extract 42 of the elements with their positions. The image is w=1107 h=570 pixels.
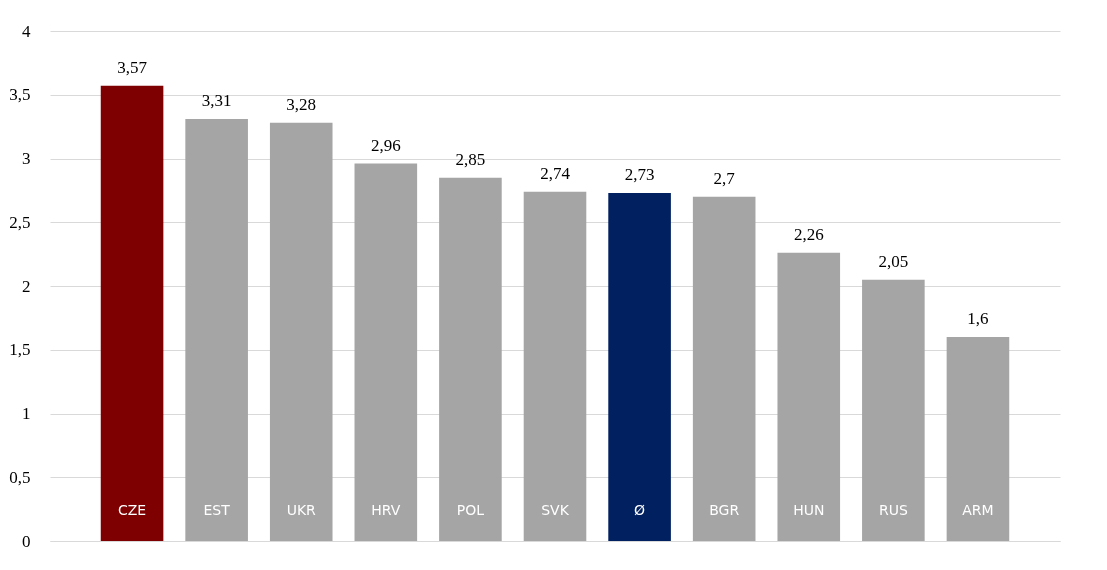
x-tick-label: HRV bbox=[371, 501, 401, 518]
x-tick-label: POL bbox=[456, 501, 485, 518]
x-tick-label: Ø bbox=[634, 501, 646, 518]
y-tick-label: 2 bbox=[22, 276, 31, 296]
bar bbox=[777, 252, 841, 541]
data-label: 3,31 bbox=[201, 90, 232, 110]
x-tick-label: CZE bbox=[117, 501, 147, 518]
data-label: 3,28 bbox=[286, 94, 317, 114]
x-tick-label: SVK bbox=[541, 501, 570, 518]
y-tick-label: 2,5 bbox=[9, 212, 31, 232]
bar bbox=[439, 177, 502, 541]
bar bbox=[523, 191, 587, 541]
bar bbox=[100, 85, 164, 541]
data-label: 2,74 bbox=[540, 163, 571, 183]
data-label: 2,7 bbox=[713, 168, 736, 188]
data-label: 2,73 bbox=[624, 164, 655, 184]
data-label: 1,6 bbox=[967, 309, 989, 328]
bar bbox=[269, 122, 333, 541]
x-tick-label: BGR bbox=[709, 501, 740, 518]
bar bbox=[862, 279, 925, 541]
y-tick-label: 4 bbox=[22, 21, 31, 41]
x-tick-label: UKR bbox=[286, 501, 317, 518]
y-tick-label: 1,5 bbox=[9, 340, 31, 360]
data-label: 2,26 bbox=[793, 224, 824, 244]
x-tick-label: ARM bbox=[962, 501, 994, 518]
y-tick-label: 1 bbox=[22, 404, 31, 423]
bar bbox=[946, 337, 1010, 541]
x-tick-label: RUS bbox=[878, 501, 908, 518]
y-tick-label: 3 bbox=[22, 149, 31, 168]
data-label: 2,85 bbox=[455, 149, 486, 169]
y-tick-label: 0,5 bbox=[9, 467, 31, 487]
data-label: 3,57 bbox=[117, 57, 148, 77]
bar bbox=[692, 196, 756, 541]
x-tick-label: HUN bbox=[793, 501, 825, 518]
bar bbox=[185, 118, 248, 541]
bar bbox=[608, 192, 671, 541]
data-label: 2,05 bbox=[878, 251, 909, 271]
y-tick-label: 3,5 bbox=[9, 85, 31, 105]
data-label: 2,96 bbox=[370, 135, 401, 155]
y-tick-label: 0 bbox=[22, 531, 31, 551]
bar bbox=[354, 163, 418, 541]
x-tick-label: EST bbox=[203, 501, 231, 518]
